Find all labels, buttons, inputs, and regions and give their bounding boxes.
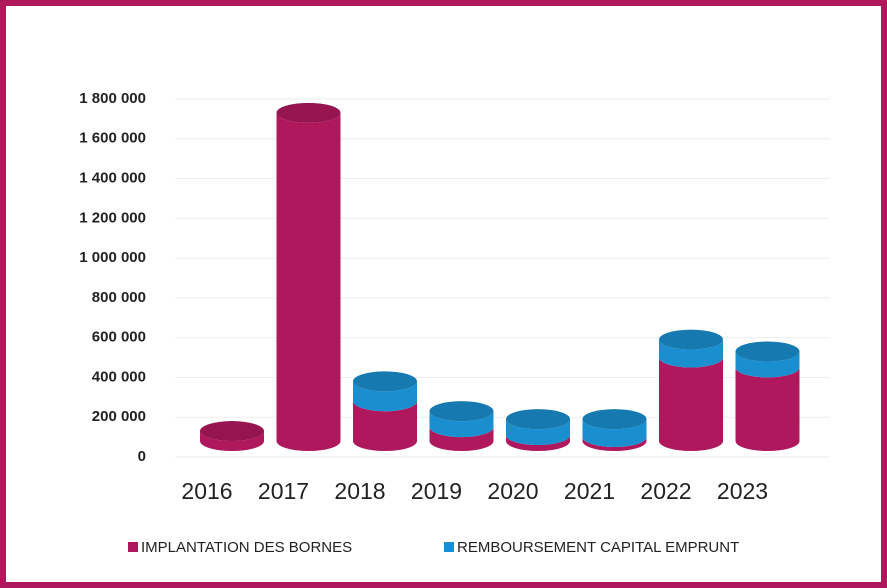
cylinder-top [276, 102, 341, 123]
bar [506, 435, 570, 451]
x-tick-label: 2017 [258, 478, 309, 504]
cylinder-top [353, 371, 417, 392]
cylinder-top [506, 409, 570, 430]
legend-label: IMPLANTATION DES BORNES [141, 539, 352, 556]
cylinder-top [582, 409, 647, 430]
bar [200, 431, 264, 451]
y-tick-label: 0 [138, 448, 146, 465]
x-tick-label: 2020 [487, 478, 538, 504]
y-tick-label: 1 400 000 [79, 170, 146, 187]
y-tick-label: 600 000 [92, 329, 146, 346]
y-tick-label: 800 000 [92, 289, 146, 306]
cylinder-top [429, 401, 494, 422]
legend-swatch [444, 542, 454, 552]
bar [582, 437, 647, 452]
cylinder-top [659, 329, 723, 350]
bar [735, 367, 800, 452]
cylinder-top [200, 421, 264, 442]
bar [429, 427, 494, 452]
bar [353, 381, 417, 412]
x-tick-label: 2018 [334, 478, 385, 504]
y-tick-label: 200 000 [92, 408, 146, 425]
bar [276, 112, 341, 452]
x-tick-label: 2021 [564, 478, 615, 504]
x-tick-label: 2023 [717, 478, 768, 504]
bar [353, 401, 417, 451]
y-tick-label: 1 200 000 [79, 209, 146, 226]
legend-swatch [128, 542, 138, 552]
y-tick-label: 400 000 [92, 368, 146, 385]
bar [735, 351, 800, 378]
x-tick-label: 2016 [181, 478, 232, 504]
legend-label: REMBOURSEMENT CAPITAL EMPRUNT [457, 539, 739, 556]
x-tick-label: 2022 [640, 478, 691, 504]
bar [659, 357, 723, 451]
bar [659, 339, 723, 368]
cylinder-top [735, 341, 800, 362]
y-tick-label: 1 600 000 [79, 130, 146, 147]
y-tick-label: 1 800 000 [79, 90, 146, 107]
bar [506, 419, 570, 446]
bar [582, 419, 647, 448]
x-tick-label: 2019 [411, 478, 462, 504]
bar [429, 411, 494, 438]
y-tick-label: 1 000 000 [79, 249, 146, 266]
